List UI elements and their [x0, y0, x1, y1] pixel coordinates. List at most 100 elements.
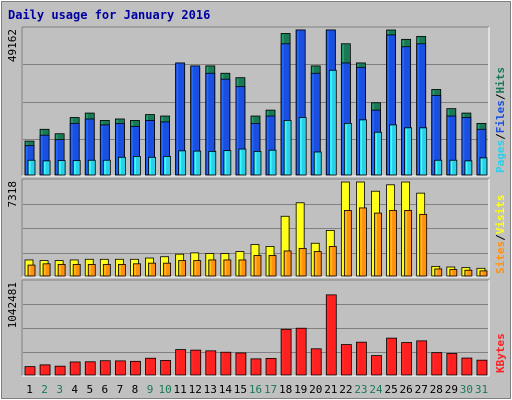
bar-visits-day-1-highlight [26, 260, 28, 275]
bar-sites-day-10-highlight [164, 264, 167, 275]
bar-pages-day-9 [148, 156, 156, 176]
bar-sites-day-15 [238, 259, 247, 277]
bar-pages-day-29-highlight [450, 161, 453, 174]
x-tick-day-28: 28 [430, 383, 443, 396]
bar-kbytes-day-23 [356, 341, 367, 376]
bar-sites-day-17 [268, 255, 277, 277]
bar-files-day-24-highlight [372, 111, 374, 174]
bar-kbytes-day-15 [235, 352, 247, 376]
bar-kbytes-day-24-highlight [372, 356, 374, 374]
bar-sites-day-9 [148, 262, 156, 277]
bar-pages-day-1 [27, 159, 36, 176]
bar-files-day-29-highlight [447, 117, 450, 174]
bar-pages-day-14 [223, 150, 232, 176]
bar-files-day-1-highlight [26, 146, 28, 174]
bar-sites-day-20 [313, 251, 322, 277]
bar-sites-day-7-highlight [119, 265, 121, 275]
x-tick-day-15: 15 [234, 383, 247, 396]
x-tick-day-19: 19 [294, 383, 307, 396]
bar-sites-day-28-highlight [435, 269, 438, 275]
bar-files-day-14-highlight [221, 80, 224, 174]
y-max-label-hits: 49162 [6, 29, 19, 62]
bar-kbytes-day-21-highlight [327, 295, 329, 374]
bar-sites-day-24-highlight [375, 214, 377, 275]
bar-sites-day-11 [178, 260, 187, 277]
bar-kbytes-day-16-highlight [251, 359, 254, 374]
bar-pages-day-7-highlight [119, 158, 121, 174]
bar-files-day-13-highlight [206, 74, 209, 174]
bar-pages-day-21 [328, 69, 337, 176]
bar-sites-day-12-highlight [194, 261, 197, 275]
bar-pages-day-11 [178, 150, 187, 176]
bar-sites-day-12 [193, 260, 202, 277]
bar-visits-day-19-highlight [297, 203, 299, 275]
bar-sites-day-14-highlight [224, 260, 227, 275]
bar-kbytes-day-9-highlight [146, 359, 149, 374]
bar-pages-day-30-highlight [465, 161, 468, 174]
bar-sites-day-15-highlight [239, 260, 242, 275]
bar-sites-day-1-highlight [29, 266, 31, 275]
bar-kbytes-day-2 [39, 364, 51, 376]
legend-item-files: Files [494, 100, 507, 133]
bar-sites-day-14 [223, 259, 232, 277]
legend-separator: / [494, 234, 507, 241]
bar-files-day-5-highlight [86, 119, 88, 174]
bar-kbytes-day-27 [416, 340, 428, 376]
bar-visits-day-4-highlight [71, 260, 73, 275]
legend-separator: / [494, 93, 507, 100]
legend-kbytes: KBytes [494, 333, 507, 373]
bar-pages-day-2 [42, 160, 51, 176]
bar-sites-day-19 [298, 247, 307, 277]
bar-sites-day-28 [434, 268, 443, 277]
bar-kbytes-day-14 [220, 351, 232, 376]
bar-kbytes-day-4 [69, 361, 81, 376]
bar-pages-day-3-highlight [59, 161, 61, 174]
x-tick-day-17: 17 [264, 383, 277, 396]
bar-kbytes-day-8-highlight [131, 362, 133, 374]
legend-separator: / [494, 133, 507, 140]
bar-kbytes-day-30 [461, 357, 473, 376]
bar-files-day-27-highlight [417, 44, 420, 174]
x-tick-day-30: 30 [460, 383, 473, 396]
x-tick-day-3: 3 [56, 383, 63, 396]
bar-visits-day-28-highlight [432, 267, 435, 275]
bar-kbytes-day-17 [265, 358, 277, 376]
bar-sites-day-17-highlight [270, 256, 272, 275]
bar-kbytes-day-17-highlight [267, 359, 269, 374]
bar-kbytes-day-23-highlight [357, 343, 359, 374]
bar-sites-day-3-highlight [59, 265, 61, 275]
bar-kbytes-day-30-highlight [462, 359, 465, 374]
bar-files-day-6-highlight [101, 125, 103, 174]
bar-files-day-2-highlight [41, 136, 43, 174]
bar-files-day-4-highlight [71, 124, 73, 174]
bar-kbytes-day-26-highlight [402, 343, 405, 374]
bar-visits-day-15-highlight [236, 252, 239, 275]
bar-kbytes-day-3-highlight [56, 367, 58, 374]
bar-kbytes-day-28-highlight [432, 353, 435, 374]
bar-kbytes-day-31 [476, 359, 488, 376]
bar-kbytes-day-26 [401, 342, 413, 376]
bar-kbytes-day-31-highlight [477, 361, 480, 374]
bar-kbytes-day-19-highlight [297, 329, 299, 374]
bar-pages-day-10 [163, 156, 171, 176]
chart-title: Daily usage for January 2016 [8, 8, 210, 22]
bar-pages-day-15-highlight [239, 150, 242, 174]
bar-kbytes-day-16 [250, 358, 262, 376]
bar-sites-day-3 [57, 264, 66, 277]
bar-kbytes-day-18-highlight [282, 330, 284, 374]
bar-pages-day-13 [208, 151, 217, 176]
x-tick-day-12: 12 [189, 383, 202, 396]
bar-files-day-23-highlight [357, 68, 359, 174]
x-tick-day-4: 4 [71, 383, 78, 396]
bar-kbytes-day-7 [114, 360, 126, 376]
bar-pages-day-20 [313, 151, 322, 176]
bar-pages-day-26-highlight [405, 128, 408, 174]
bar-visits-day-17-highlight [267, 247, 269, 275]
bar-visits-day-25-highlight [387, 185, 390, 275]
bar-sites-day-16 [253, 255, 262, 277]
bar-pages-day-13-highlight [209, 152, 212, 174]
bar-sites-day-13-highlight [209, 260, 212, 275]
bar-sites-day-25 [389, 210, 397, 277]
bar-sites-day-7 [117, 264, 126, 277]
